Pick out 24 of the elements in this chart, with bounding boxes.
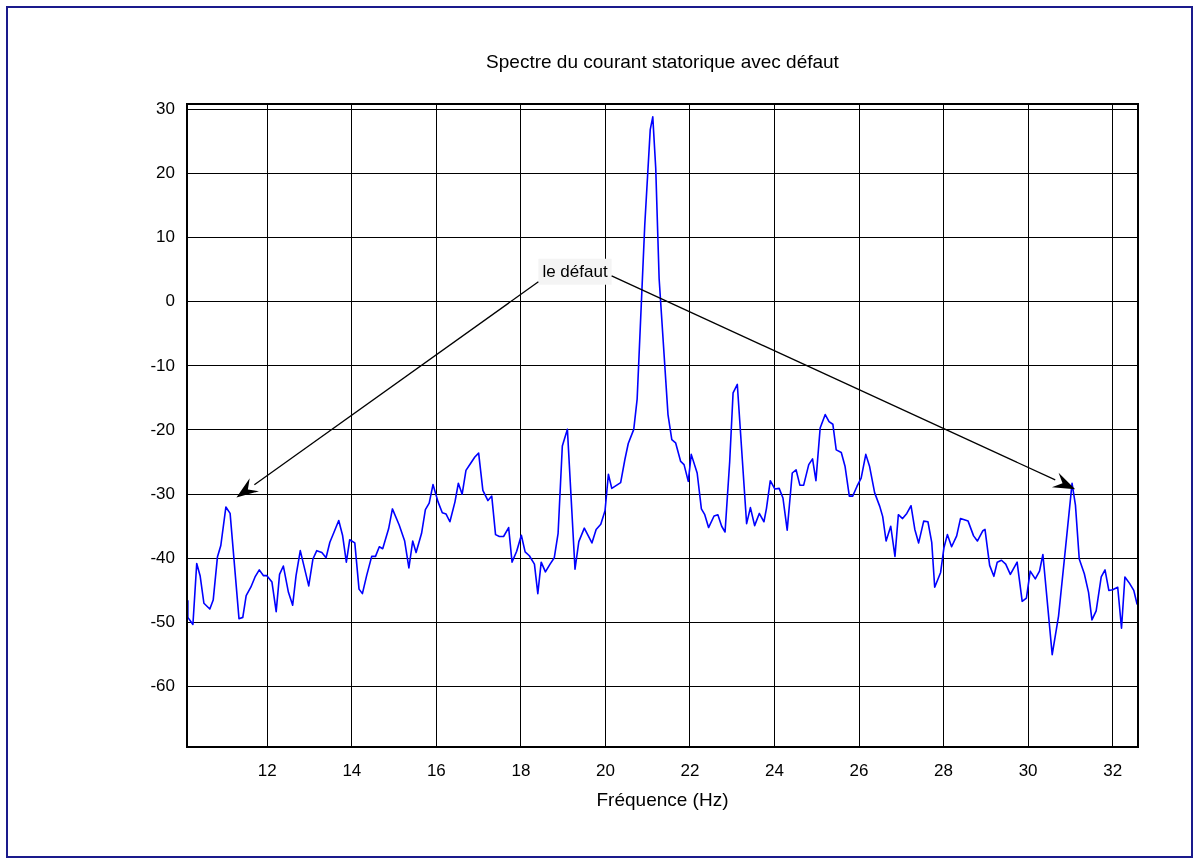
y-tick-label: 30 bbox=[156, 98, 175, 118]
y-tick-label: -30 bbox=[150, 483, 175, 503]
x-tick-label: 22 bbox=[680, 760, 700, 780]
y-tick-label: -50 bbox=[150, 612, 175, 632]
annotation: le défaut bbox=[542, 261, 608, 281]
x-axis-title: Fréquence (Hz) bbox=[596, 789, 729, 811]
chart-title: Spectre du courant statorique avec défaut bbox=[486, 51, 840, 73]
x-tick-label: 24 bbox=[765, 760, 784, 780]
x-tick-label: 30 bbox=[1018, 760, 1038, 780]
x-tick-label: 32 bbox=[1103, 760, 1123, 780]
x-tick-label: 14 bbox=[342, 760, 362, 780]
y-tick-label: -60 bbox=[150, 676, 175, 696]
x-tick-label: 28 bbox=[934, 760, 954, 780]
x-tick-label: 16 bbox=[426, 760, 446, 780]
y-tick-label: 0 bbox=[165, 291, 175, 311]
y-tick-label: -10 bbox=[150, 355, 175, 375]
x-tick-label: 20 bbox=[595, 760, 615, 780]
x-tick-label: 12 bbox=[257, 760, 277, 780]
x-tick-label: 18 bbox=[511, 760, 531, 780]
y-tick-label: -20 bbox=[150, 419, 175, 439]
y-tick-label: -40 bbox=[150, 548, 175, 568]
y-tick-label: 10 bbox=[156, 227, 175, 247]
y-tick-label: 20 bbox=[156, 162, 175, 182]
x-tick-label: 26 bbox=[849, 760, 869, 780]
